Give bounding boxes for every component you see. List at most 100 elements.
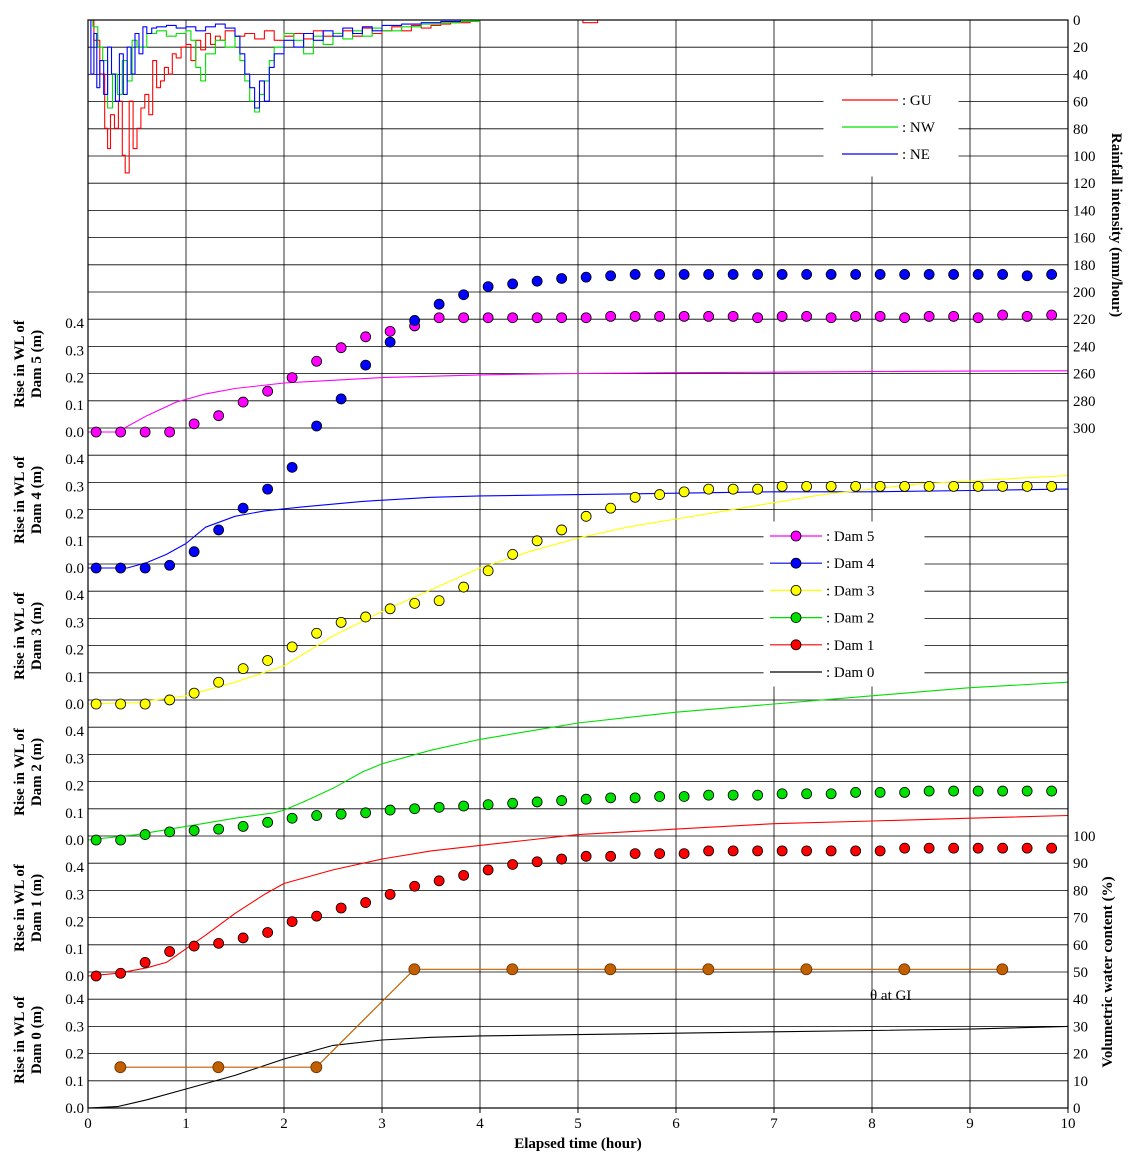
rain-tick-label: 260 (1073, 367, 1096, 383)
rain-axis-label: Rainfall intensity (mm/hour) (1108, 133, 1124, 317)
dam-5-point (287, 373, 297, 383)
dam-5-point (336, 343, 346, 353)
dam-1-point (336, 903, 346, 913)
rain-legend-label: : GU (902, 93, 932, 109)
dam-4-point (434, 299, 444, 309)
dam-5-point (1022, 311, 1032, 321)
x-tick-label: 7 (770, 1116, 778, 1132)
rain-legend-label: : NW (902, 120, 936, 136)
dam-2-point (973, 786, 983, 796)
dam-legend-label: : Dam 4 (826, 556, 875, 572)
dam-1-point (238, 933, 248, 943)
dam-1-point (483, 865, 493, 875)
dam-2-point (1022, 786, 1032, 796)
dam-5-point (949, 311, 959, 321)
y-tick-label: 0.3 (65, 615, 84, 631)
dam-5-point (802, 311, 812, 321)
y-axis-label-line1: Rise in WL of (12, 455, 28, 544)
dam-3-point (679, 487, 689, 497)
y-tick-label: 0.3 (65, 1019, 84, 1035)
dam-1-point (704, 846, 714, 856)
y-axis-label: Rise in WL of Dam 2 (m) (12, 727, 45, 816)
dam-3-point (630, 492, 640, 502)
dam-2-point (312, 811, 322, 821)
dam-2-point (753, 790, 763, 800)
dam-1-point (287, 917, 297, 927)
vwc-point (997, 964, 1008, 975)
vwc-axis-label-text: Volumetric water content (%) (1100, 876, 1116, 1067)
dam-3-point (1047, 481, 1057, 491)
y-axis-label-line2: Dam 3 (m) (29, 602, 45, 670)
dam-4-point (532, 276, 542, 286)
y-tick-label: 0.1 (65, 534, 84, 550)
dam-3-point (434, 596, 444, 606)
dam-3-point (410, 598, 420, 608)
rain-legend-label: : NE (902, 147, 930, 163)
x-tick-label: 9 (966, 1116, 974, 1132)
dam-1-point (91, 971, 101, 981)
rain-tick-label: 240 (1073, 339, 1096, 355)
y-tick-label: 0.3 (65, 887, 84, 903)
rain-tick-label: 280 (1073, 394, 1096, 410)
dam-1-point (900, 843, 910, 853)
dam-4-point (410, 315, 420, 325)
dam-3-point (753, 484, 763, 494)
dam-3-point (777, 481, 787, 491)
dam-1-point (189, 941, 199, 951)
y-tick-label: 0.0 (65, 1101, 84, 1117)
dam-3-point (875, 481, 885, 491)
dam-legend-marker (791, 531, 801, 541)
dam-3-point (214, 677, 224, 687)
y-tick-label: 0.1 (65, 806, 84, 822)
dam-4-point (140, 563, 150, 573)
dam-4-point (949, 269, 959, 279)
dam-5-point (238, 397, 248, 407)
y-axis-label: Rise in WL of Dam 5 (m) (12, 319, 45, 408)
vwc-tick-label: 0 (1073, 1101, 1081, 1117)
dam-5-point (851, 311, 861, 321)
dam-3-point (973, 481, 983, 491)
dam-2-point (214, 824, 224, 834)
dam-3-point (91, 699, 101, 709)
y-axis-label: Rise in WL of Dam 4 (m) (12, 455, 45, 544)
dam-legend-label: : Dam 2 (826, 611, 874, 627)
dam-legend-label: : Dam 5 (826, 529, 874, 545)
dam-2-point (434, 802, 444, 812)
dam-1-point (875, 846, 885, 856)
dam-3-point (826, 481, 836, 491)
dam-legend-label: : Dam 1 (826, 638, 874, 654)
dam-5-point (973, 313, 983, 323)
dam-2-point (998, 786, 1008, 796)
y-axis-label-line1: Rise in WL of (12, 995, 28, 1084)
dam-4-point (508, 279, 518, 289)
dam-2-point (875, 787, 885, 797)
dam-2-point (140, 830, 150, 840)
y-axis-label-line1: Rise in WL of (12, 591, 28, 680)
dam-1-point (606, 851, 616, 861)
dam-2-point (581, 794, 591, 804)
dam-1-point (630, 849, 640, 859)
dam-1-point (312, 911, 322, 921)
dam-legend-marker (791, 585, 801, 595)
dam-2-point (802, 789, 812, 799)
y-tick-label: 0.3 (65, 479, 84, 495)
y-tick-label: 0.0 (65, 833, 84, 849)
dam-4-point (630, 269, 640, 279)
dam-1-point (1022, 843, 1032, 853)
y-tick-label: 0.4 (65, 588, 84, 604)
y-axis-label: Rise in WL of Dam 3 (m) (12, 591, 45, 680)
dam-1-point (361, 898, 371, 908)
y-axis-label: Rise in WL of Dam 0 (m) (12, 995, 45, 1084)
dam-5-point (1047, 310, 1057, 320)
dam-5-point (704, 311, 714, 321)
vwc-axis-label: Volumetric water content (%) (1100, 876, 1116, 1067)
dam-1-point (581, 851, 591, 861)
dam-2-point (263, 817, 273, 827)
dam-2-point (189, 825, 199, 835)
dam-1-point (434, 876, 444, 886)
dam-1-point (753, 846, 763, 856)
dam-3-point (385, 604, 395, 614)
y-tick-label: 0.2 (65, 915, 84, 931)
dam-5-point (434, 313, 444, 323)
dam-4-point (189, 547, 199, 557)
